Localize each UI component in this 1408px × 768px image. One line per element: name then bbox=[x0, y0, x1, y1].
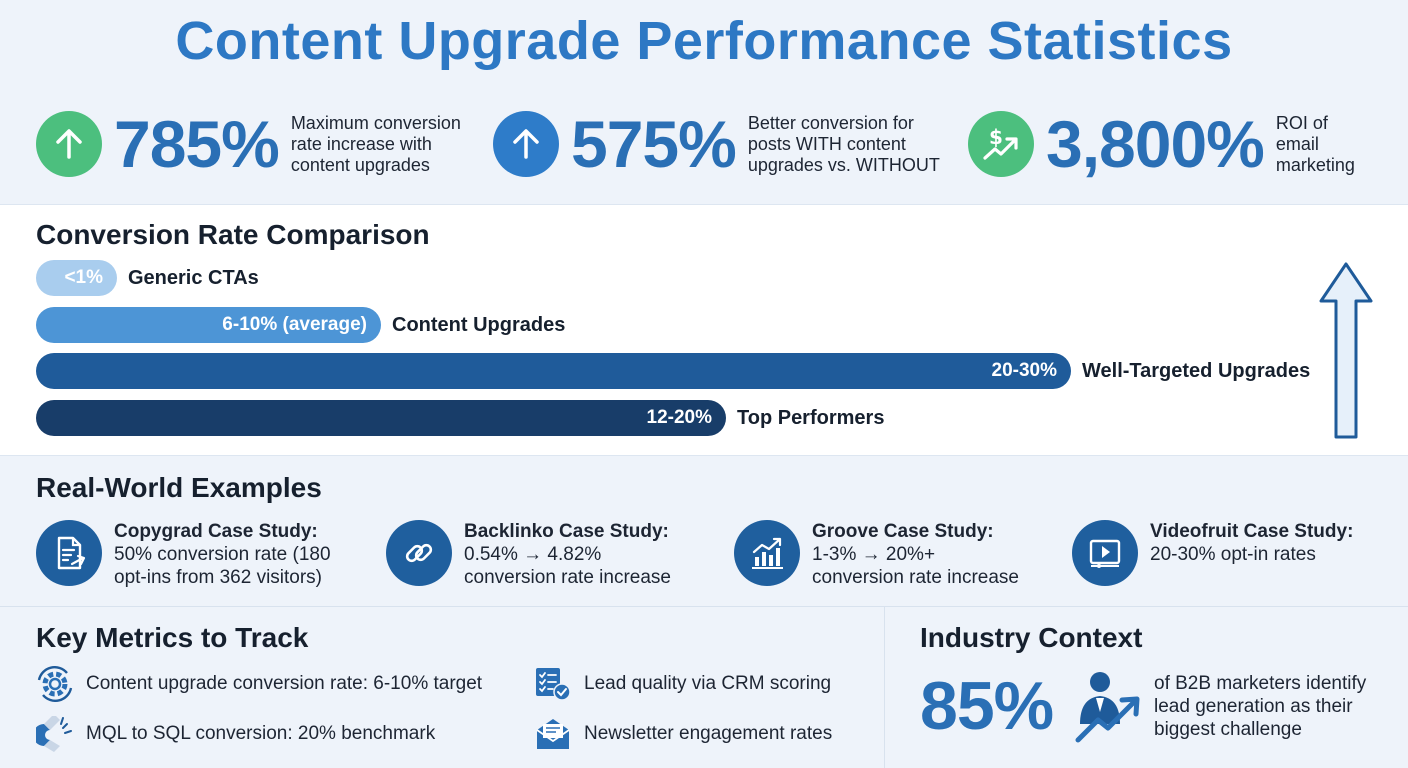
stat-email-roi: $ 3,800% ROI of email marketing bbox=[968, 106, 1355, 182]
magnet-icon bbox=[36, 716, 72, 752]
bar-category-label: Well-Targeted Upgrades bbox=[1082, 360, 1311, 382]
example-videofruit: Videofruit Case Study: 20-30% opt-in rat… bbox=[1150, 520, 1353, 566]
link-icon bbox=[386, 520, 452, 586]
stat-conversion-increase: 785% Maximum conversion rate increase wi… bbox=[36, 106, 461, 182]
bar-category-label: Top Performers bbox=[737, 407, 885, 429]
example-backlinko: Backlinko Case Study: 0.54% → 4.82% conv… bbox=[464, 520, 671, 589]
industry-value: 85% bbox=[920, 668, 1054, 744]
bar-value-label: 12-20% bbox=[646, 407, 713, 428]
industry-title: Industry Context bbox=[920, 622, 1143, 653]
example-description: 1-3% → 20%+ conversion rate increase bbox=[812, 544, 1019, 588]
example-title: Videofruit Case Study: bbox=[1150, 521, 1354, 542]
arrow-up-icon bbox=[36, 111, 102, 177]
stat-description: Better conversion for posts WITH content… bbox=[747, 112, 940, 175]
page-title: Content Upgrade Performance Statistics bbox=[175, 11, 1233, 71]
gear-refresh-icon bbox=[37, 666, 73, 702]
svg-text:$: $ bbox=[989, 125, 1003, 149]
upward-arrow-icon bbox=[1319, 262, 1373, 439]
video-player-icon bbox=[1072, 520, 1138, 586]
conversion-comparison-panel: Conversion Rate Comparison <1% Generic CT… bbox=[0, 204, 1408, 456]
chart-bar: 12-20% bbox=[36, 400, 726, 436]
stat-value: 575% bbox=[571, 107, 737, 181]
bar-value-label: 6-10% (average) bbox=[222, 314, 367, 335]
example-description: 50% conversion rate (180 opt-ins from 36… bbox=[114, 544, 331, 588]
metric-item: Content upgrade conversion rate: 6-10% t… bbox=[36, 666, 482, 702]
checklist-icon bbox=[536, 668, 571, 701]
chart-bar: 20-30% bbox=[36, 353, 1071, 389]
metric-label: Content upgrade conversion rate: 6-10% t… bbox=[86, 673, 483, 694]
column-divider bbox=[884, 606, 885, 768]
envelope-icon bbox=[536, 719, 570, 749]
example-description: 20-30% opt-in rates bbox=[1150, 544, 1316, 565]
chart-bar: 6-10% (average) bbox=[36, 307, 381, 343]
example-copygrad: Copygrad Case Study: 50% conversion rate… bbox=[114, 520, 331, 589]
bar-value-label: 20-30% bbox=[991, 360, 1058, 381]
growth-chart-icon bbox=[734, 520, 800, 586]
bar-value-label: <1% bbox=[64, 267, 103, 288]
bar-category-label: Generic CTAs bbox=[128, 267, 259, 289]
stat-value: 785% bbox=[114, 107, 280, 181]
stat-value: 3,800% bbox=[1046, 107, 1265, 181]
stat-description: Maximum conversion rate increase with co… bbox=[290, 112, 461, 175]
metric-label: MQL to SQL conversion: 20% benchmark bbox=[86, 723, 436, 744]
examples-title: Real-World Examples bbox=[36, 472, 322, 503]
dollar-trend-icon: $ bbox=[968, 111, 1034, 177]
document-share-icon bbox=[36, 520, 102, 586]
example-groove: Groove Case Study: 1-3% → 20%+ conversio… bbox=[812, 520, 1019, 589]
metric-label: Newsletter engagement rates bbox=[584, 723, 833, 744]
example-description: 0.54% → 4.82% conversion rate increase bbox=[464, 544, 671, 588]
section-divider bbox=[0, 606, 1408, 607]
metrics-title: Key Metrics to Track bbox=[36, 622, 309, 653]
industry-description: of B2B marketers identify lead generatio… bbox=[1154, 673, 1367, 740]
comparison-title: Conversion Rate Comparison bbox=[36, 219, 430, 250]
example-title: Copygrad Case Study: bbox=[114, 521, 318, 542]
metric-label: Lead quality via CRM scoring bbox=[584, 673, 832, 694]
example-title: Backlinko Case Study: bbox=[464, 521, 669, 542]
metric-item: Newsletter engagement rates bbox=[534, 716, 832, 752]
metric-item: MQL to SQL conversion: 20% benchmark bbox=[36, 716, 435, 752]
businessman-growth-icon bbox=[1075, 672, 1140, 743]
stat-better-conversion: 575% Better conversion for posts WITH co… bbox=[493, 106, 940, 182]
arrow-up-icon bbox=[493, 111, 559, 177]
metric-item: Lead quality via CRM scoring bbox=[534, 666, 831, 702]
bar-category-label: Content Upgrades bbox=[392, 314, 566, 336]
chart-bar: <1% bbox=[36, 260, 117, 296]
example-title: Groove Case Study: bbox=[812, 521, 994, 542]
stat-description: ROI of email marketing bbox=[1275, 112, 1355, 175]
